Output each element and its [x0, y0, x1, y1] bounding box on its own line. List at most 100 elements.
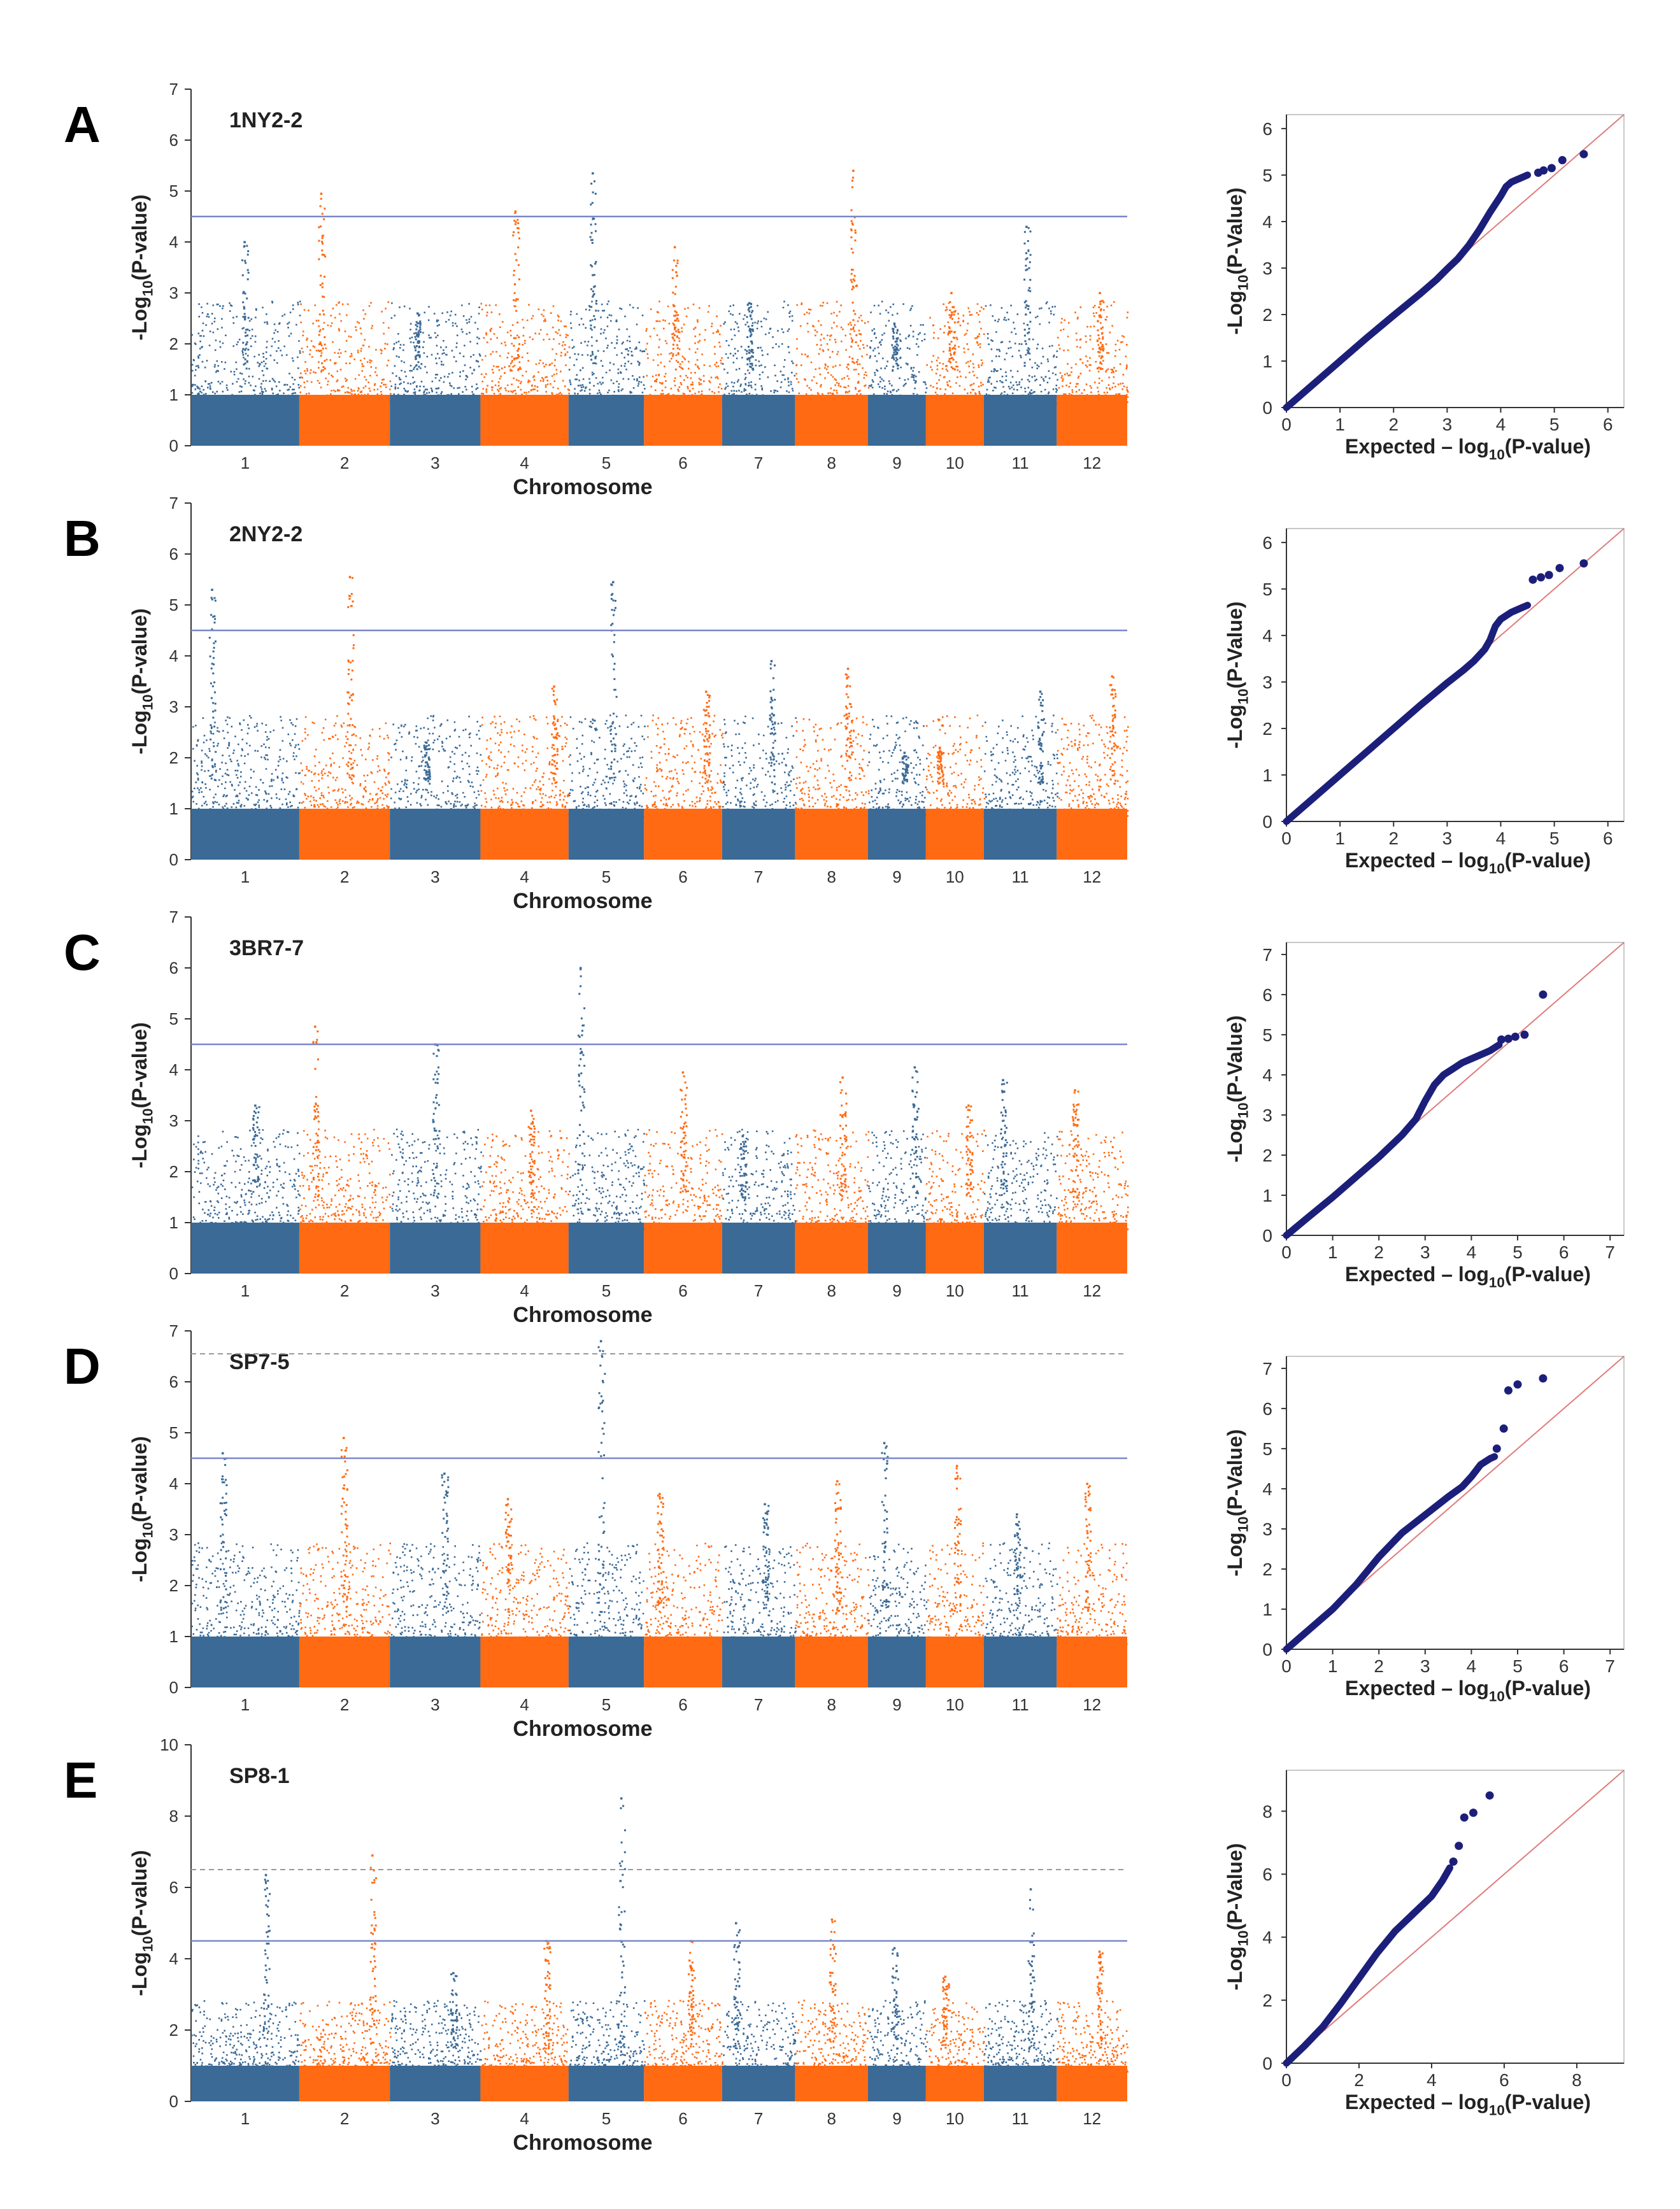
top-snp-point [1520, 1030, 1529, 1039]
top-snp-point [1511, 1032, 1520, 1041]
y-axis-title-part: (P-Value) [1223, 1015, 1246, 1102]
top-snp-point [1558, 156, 1567, 165]
top-snp-point [1537, 573, 1546, 582]
y-axis-title: -Log10(P-Value) [1223, 601, 1251, 748]
top-snp-point [1513, 1380, 1522, 1389]
chromosome-base-band [191, 1637, 299, 1687]
y-axis-title-part: -Log [128, 1952, 151, 1996]
y-tick-label: 2 [1262, 1146, 1272, 1165]
chromosome-3 [390, 1043, 482, 1274]
y-axis-title-part: -Log [128, 1538, 151, 1582]
chromosome-1 [191, 1873, 301, 2101]
snp-points [1057, 675, 1129, 818]
y-axis-title-part: (P-value) [128, 1436, 151, 1522]
top-snp-point [1455, 1842, 1463, 1850]
top-snp-point [1485, 1791, 1494, 1800]
snp-points [983, 1513, 1058, 1646]
x-tick-label: 12 [1083, 453, 1101, 472]
chromosome-12 [1057, 292, 1129, 446]
x-tick-label: 4 [1496, 828, 1506, 848]
snp-points [722, 660, 797, 818]
x-tick-label: 7 [754, 2109, 763, 2128]
y-axis-title: -Log10(P-value) [128, 608, 156, 754]
x-tick-label: 2 [340, 867, 349, 886]
y-tick-label: 5 [1262, 579, 1272, 599]
x-tick-label: 9 [892, 867, 901, 886]
chromosome-1 [191, 588, 301, 860]
y-tick-label: 7 [1262, 945, 1272, 965]
y-axis-title-subscript: 10 [140, 1936, 156, 1952]
panel-b: B 0 1 2 3 4 5 6 7 -Log10(P-value) 2NY2-2 1 2 3 4 5 6 7 8 9… [0, 490, 1680, 911]
x-axis-title: Chromosome [513, 1303, 652, 1325]
x-tick-label: 3 [431, 867, 439, 886]
x-tick-label: 3 [1442, 828, 1453, 848]
snp-points [191, 588, 301, 818]
y-axis-title-part: -Log [128, 1124, 151, 1168]
panel-title: SP8-1 [229, 1764, 290, 1788]
chromosome-10 [925, 1104, 986, 1274]
y-tick-label: 6 [169, 131, 178, 150]
top-snp-point [1539, 1374, 1548, 1383]
chromosome-4 [480, 1109, 570, 1274]
chromosome-8 [795, 667, 870, 860]
y-tick-label: 4 [1262, 1928, 1272, 1947]
y-tick-label: 3 [1262, 1519, 1272, 1539]
x-tick-label: 8 [827, 1695, 836, 1714]
chromosome-8 [795, 1480, 870, 1687]
x-tick-label: 11 [1012, 453, 1029, 472]
chromosome-12 [1057, 1482, 1128, 1687]
top-snp-point [1579, 559, 1588, 568]
y-tick-label: 2 [1262, 1559, 1272, 1579]
x-tick-label: 2 [1374, 1656, 1384, 1676]
y-tick-label: 0 [169, 436, 178, 455]
x-tick-label: 5 [1549, 828, 1560, 848]
x-axis-title-subscript: 10 [1489, 2103, 1505, 2119]
snp-points [926, 292, 985, 404]
y-tick-label: 1 [1262, 1600, 1272, 1619]
chromosome-5 [568, 1797, 646, 2101]
snp-points [481, 1498, 570, 1646]
panel-title: 3BR7-7 [229, 936, 304, 960]
y-tick-label: 6 [169, 1372, 178, 1391]
x-tick-label: 2 [340, 1695, 349, 1714]
x-tick-label: 11 [1012, 2109, 1029, 2128]
x-tick-label: 4 [1427, 2070, 1437, 2090]
snp-points [569, 1340, 645, 1646]
x-axis-title: Chromosome [513, 889, 652, 911]
chromosome-9 [867, 301, 928, 446]
chromosome-2 [299, 1025, 392, 1274]
y-tick-label: 7 [169, 494, 178, 513]
x-tick-label: 6 [1559, 1656, 1569, 1676]
chromosome-10 [925, 1975, 986, 2101]
x-tick-label: 3 [431, 2109, 439, 2128]
y-tick-label: 1 [1262, 1186, 1272, 1205]
chromosome-base-band [299, 1637, 390, 1687]
x-axis-title-part: Expected – log [1345, 1677, 1489, 1700]
expected-diagonal [1286, 1770, 1625, 2064]
snp-points [722, 1128, 797, 1232]
chromosome-10 [925, 1465, 986, 1687]
x-axis-title-part: (P-value) [1505, 1263, 1591, 1286]
y-tick-label: 0 [1262, 2054, 1272, 2073]
snp-points [191, 241, 301, 404]
y-tick-label: 4 [169, 1949, 178, 1968]
top-snp-point [1528, 575, 1537, 584]
x-tick-label: 5 [1513, 1656, 1523, 1676]
y-tick-label: 4 [169, 1474, 178, 1493]
x-tick-label: 7 [754, 453, 763, 472]
chromosome-7 [722, 1503, 797, 1687]
x-tick-label: 4 [520, 1281, 529, 1300]
top-snp-point [1504, 1034, 1513, 1043]
x-tick-label: 10 [946, 1695, 964, 1714]
x-axis-title: Expected – log10(P-value) [1345, 2091, 1591, 2119]
y-axis-title-part: (P-value) [128, 1850, 151, 1936]
x-tick-label: 4 [1467, 1242, 1477, 1262]
snp-points [644, 690, 724, 818]
x-tick-label: 9 [892, 2109, 901, 2128]
chromosome-1 [191, 241, 301, 446]
chromosome-1 [191, 1104, 301, 1274]
x-tick-label: 7 [754, 1695, 763, 1714]
y-tick-label: 6 [169, 1878, 178, 1897]
